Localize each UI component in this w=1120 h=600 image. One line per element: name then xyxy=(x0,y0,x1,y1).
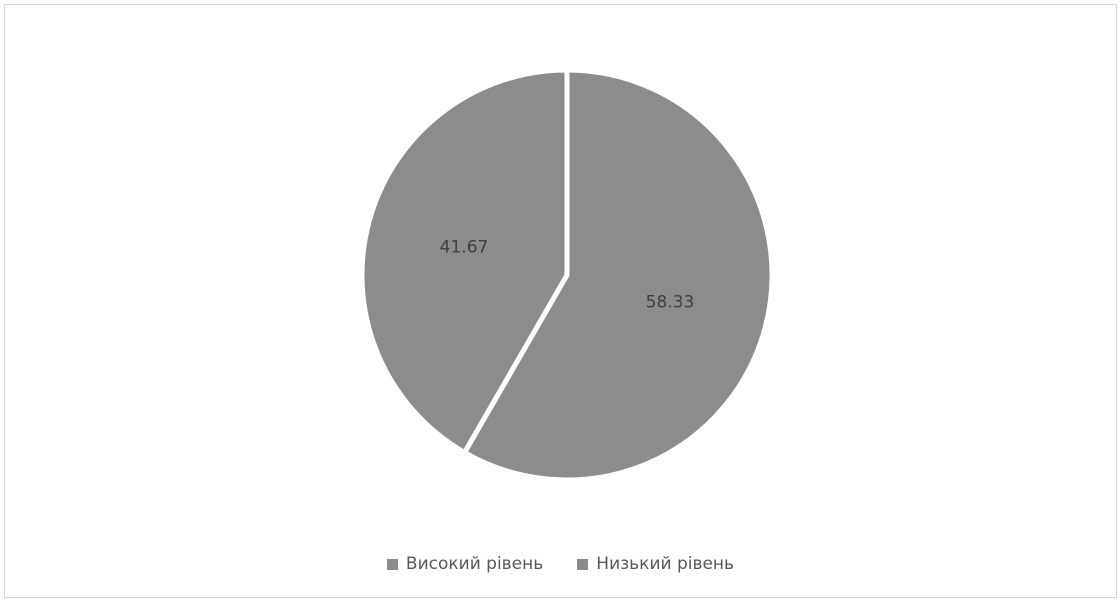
legend-entry-high: Високий рівень xyxy=(386,554,544,574)
legend-label-high: Високий рівень xyxy=(405,554,544,574)
chart-area: 58.33 41.67 Високий рівень Низький рівень xyxy=(4,4,1117,598)
legend-entry-low: Низький рівень xyxy=(577,554,734,574)
pie-slice-low xyxy=(359,67,570,456)
data-label-low: 41.67 xyxy=(440,237,489,257)
legend-label-low: Низький рівень xyxy=(596,554,735,574)
legend-swatch-low xyxy=(577,558,589,570)
data-label-high: 58.33 xyxy=(646,293,695,313)
pie-slice-high xyxy=(461,67,775,483)
legend-swatch-high xyxy=(386,558,398,570)
pie-chart: 58.33 41.67 xyxy=(359,67,775,483)
chart-legend: Високий рівень Низький рівень xyxy=(5,554,1116,574)
